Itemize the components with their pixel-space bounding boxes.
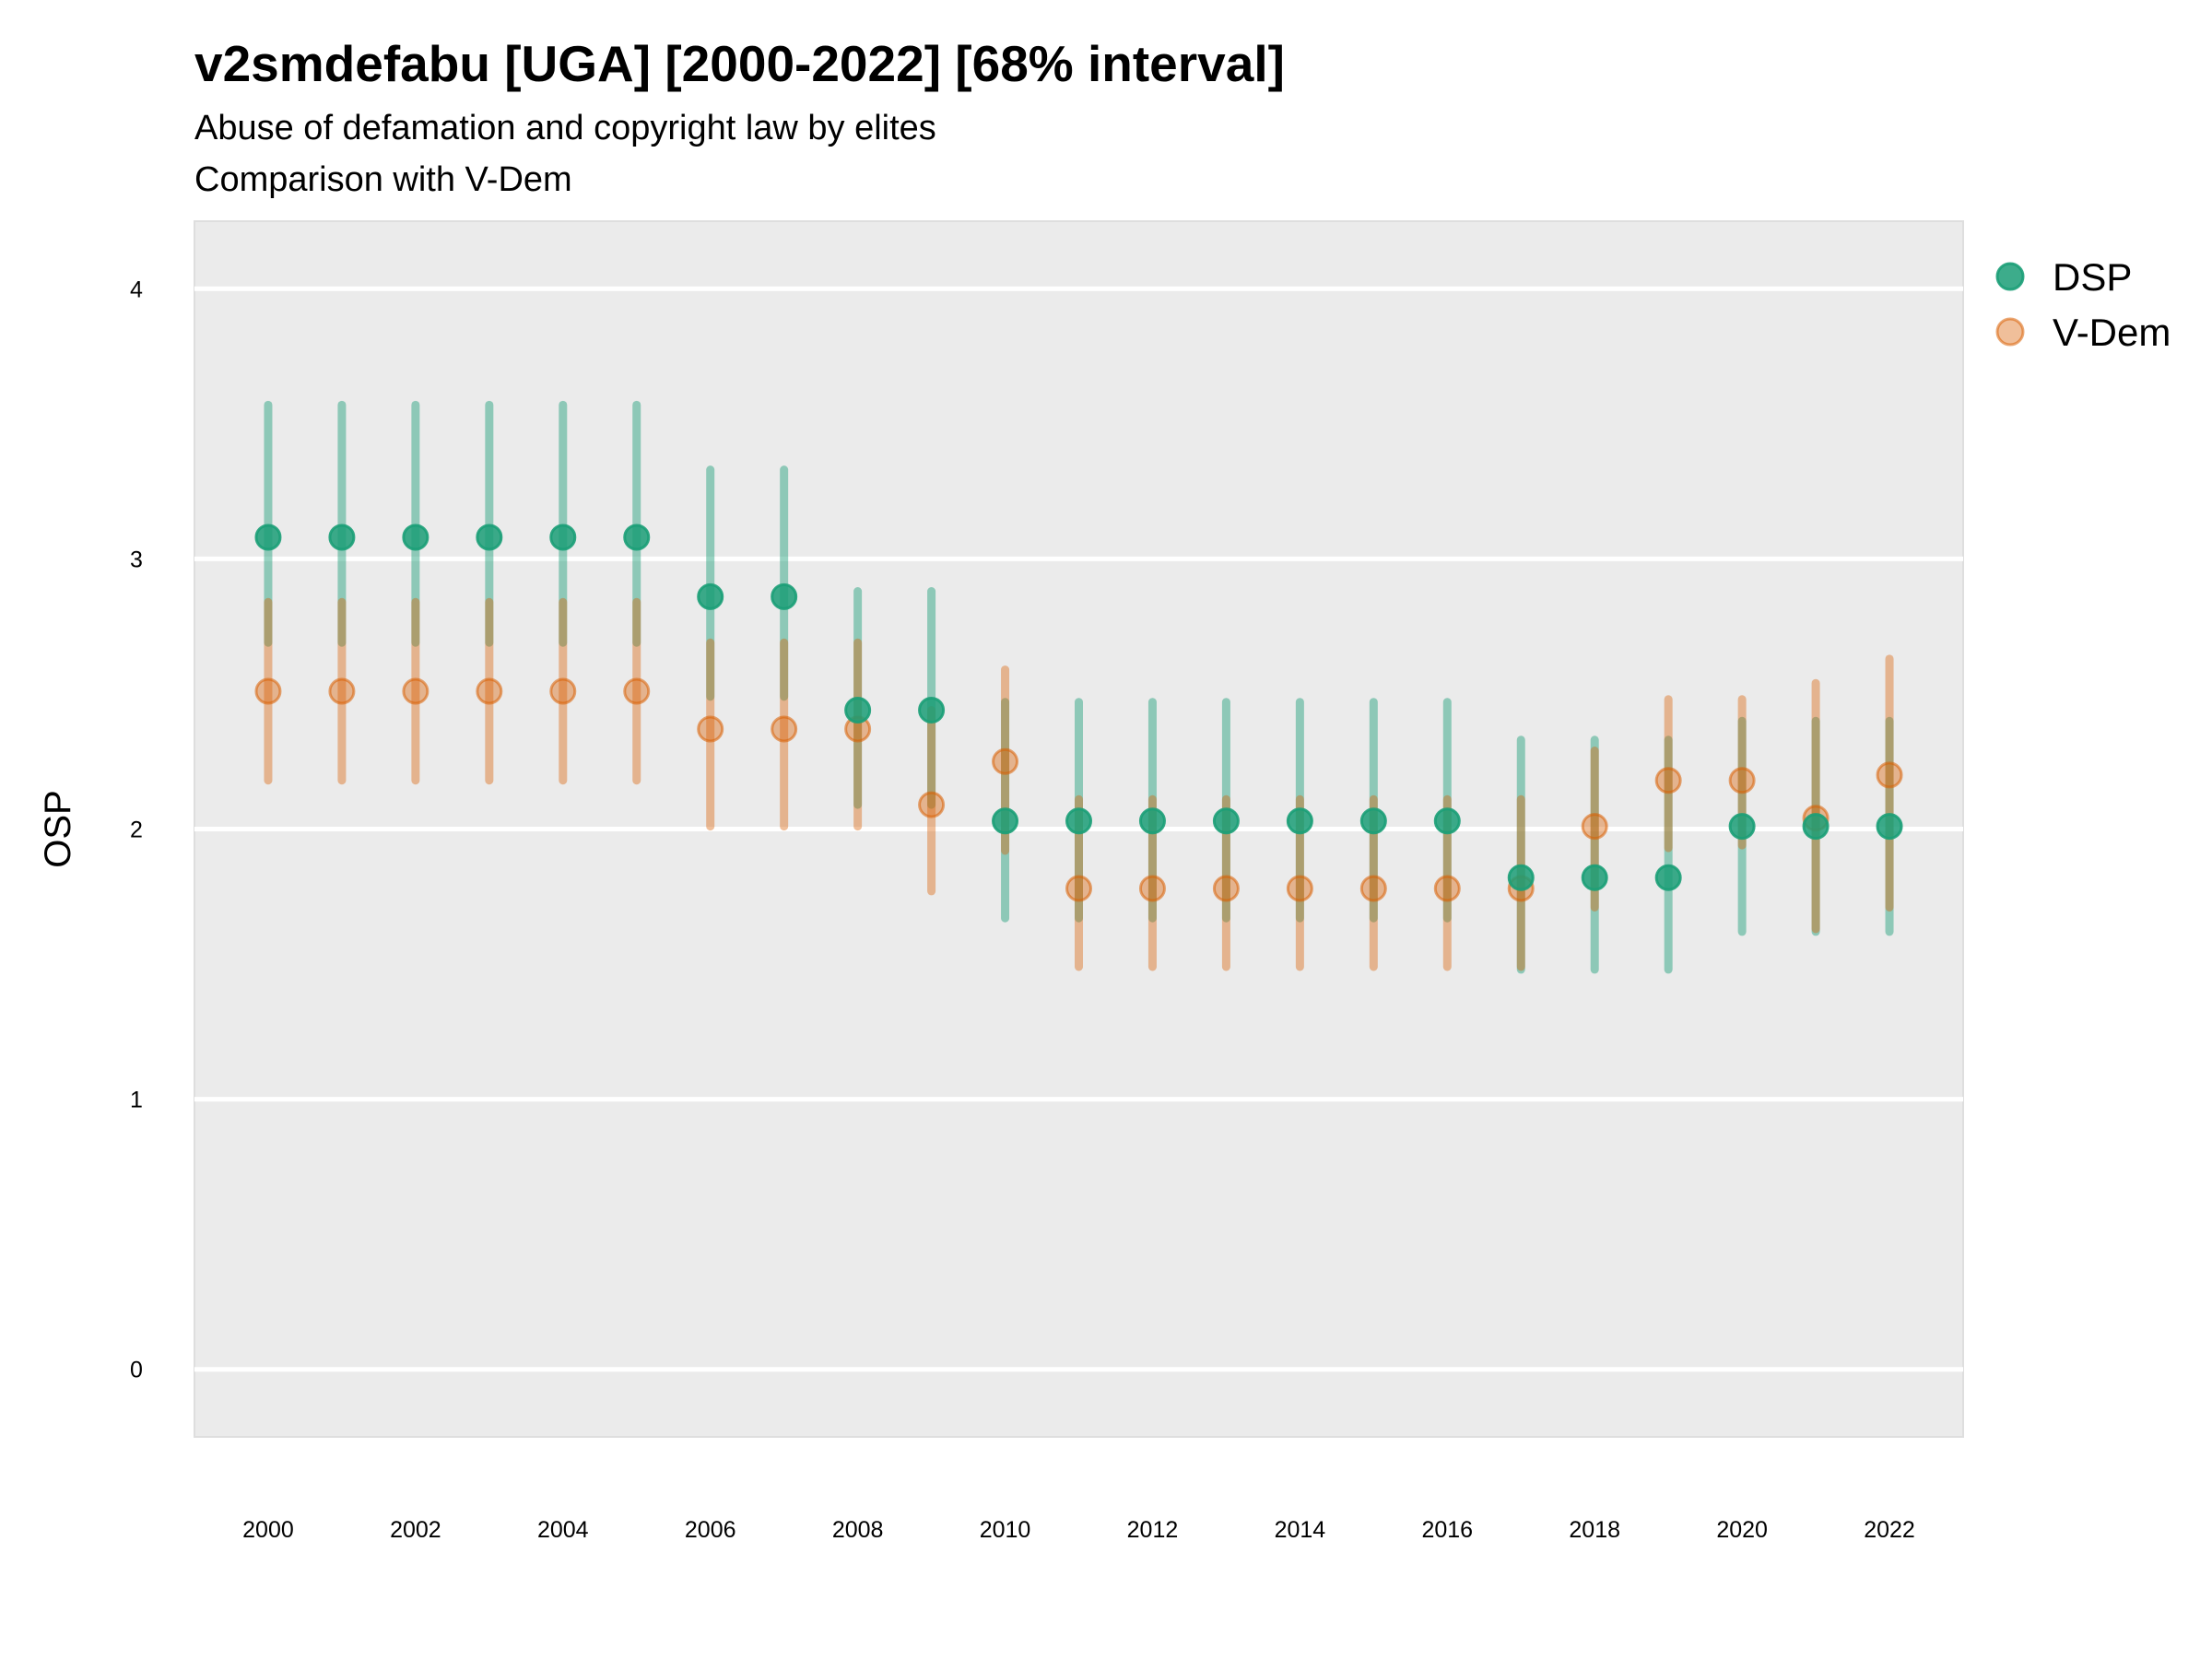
- vdem-point-2003: [476, 677, 503, 705]
- x-tick-label: 2008: [832, 1517, 884, 1543]
- legend-vdem-swatch: [1995, 317, 2025, 347]
- dsp-point-2018: [1581, 864, 1608, 891]
- dsp-point-2000: [254, 524, 282, 551]
- chart-title: v2smdefabu [UGA] [2000-2022] [68% interv…: [194, 35, 1285, 92]
- dsp-point-2014: [1286, 807, 1313, 835]
- x-tick-label: 2020: [1716, 1517, 1768, 1543]
- x-tick-label: 2016: [1421, 1517, 1473, 1543]
- legend: DSP V-Dem: [1995, 255, 2171, 354]
- vdem-point-2020: [1728, 767, 1756, 794]
- vdem-point-2011: [1065, 875, 1092, 902]
- dsp-point-2019: [1654, 864, 1682, 891]
- points-group: [254, 524, 1903, 902]
- gridlines: [194, 286, 1963, 1372]
- vdem-point-2014: [1286, 875, 1313, 902]
- vdem-point-2016: [1433, 875, 1461, 902]
- x-tick-label: 2004: [537, 1517, 589, 1543]
- vdem-point-2007: [771, 715, 798, 743]
- y-axis-ticks: 0 1 2 3 4: [130, 276, 143, 1382]
- x-tick-label: 2018: [1569, 1517, 1620, 1543]
- dsp-point-2003: [476, 524, 503, 551]
- x-axis-ticks: 2000 2002 2004 2006 2008 2010 2012 2014 2016 2018…: [242, 1517, 1915, 1543]
- dsp-point-2005: [623, 524, 651, 551]
- y-tick-label: 1: [130, 1088, 143, 1113]
- dsp-point-2021: [1802, 813, 1830, 841]
- y-tick-label: 3: [130, 547, 143, 572]
- vdem-point-2013: [1212, 875, 1240, 902]
- dsp-point-2011: [1065, 807, 1092, 835]
- x-tick-label: 2012: [1127, 1517, 1179, 1543]
- vdem-point-2000: [254, 677, 282, 705]
- dsp-point-2017: [1507, 864, 1535, 891]
- vdem-point-2015: [1359, 875, 1387, 902]
- dsp-point-2002: [402, 524, 429, 551]
- vdem-point-2010: [992, 747, 1019, 775]
- dsp-point-2015: [1359, 807, 1387, 835]
- y-axis-title: OSP: [38, 790, 78, 867]
- x-tick-label: 2006: [685, 1517, 736, 1543]
- y-tick-label: 0: [130, 1358, 143, 1383]
- chart-subtitle: Abuse of defamation and copyright law by…: [194, 109, 936, 147]
- dsp-point-2012: [1138, 807, 1166, 835]
- dsp-point-2004: [549, 524, 577, 551]
- vdem-point-2005: [623, 677, 651, 705]
- vdem-point-2012: [1138, 875, 1166, 902]
- dsp-point-2020: [1728, 813, 1756, 841]
- dsp-point-2010: [992, 807, 1019, 835]
- x-tick-label: 2010: [980, 1517, 1031, 1543]
- vdem-point-2001: [328, 677, 356, 705]
- vdem-point-2022: [1876, 761, 1903, 789]
- dsp-point-2016: [1433, 807, 1461, 835]
- dsp-point-2007: [771, 582, 798, 610]
- y-tick-label: 4: [130, 276, 143, 302]
- dsp-point-2006: [697, 582, 724, 610]
- vdem-point-2018: [1581, 813, 1608, 841]
- x-tick-label: 2002: [390, 1517, 441, 1543]
- dsp-point-2008: [844, 697, 872, 724]
- legend-vdem-label: V-Dem: [2053, 311, 2171, 354]
- y-tick-label: 2: [130, 818, 143, 843]
- x-tick-label: 2014: [1275, 1517, 1326, 1543]
- dsp-point-2022: [1876, 813, 1903, 841]
- chart-subtitle-comparison: Comparison with V-Dem: [194, 160, 572, 199]
- legend-dsp-label: DSP: [2053, 255, 2132, 299]
- legend-dsp-swatch: [1995, 262, 2025, 291]
- dsp-point-2009: [918, 697, 946, 724]
- vdem-point-2004: [549, 677, 577, 705]
- dsp-point-2013: [1212, 807, 1240, 835]
- vdem-point-2006: [697, 715, 724, 743]
- x-tick-label: 2022: [1864, 1517, 1915, 1543]
- dsp-point-2001: [328, 524, 356, 551]
- vdem-point-2019: [1654, 767, 1682, 794]
- vdem-point-2002: [402, 677, 429, 705]
- vdem-point-2009: [918, 791, 946, 818]
- x-tick-label: 2000: [242, 1517, 294, 1543]
